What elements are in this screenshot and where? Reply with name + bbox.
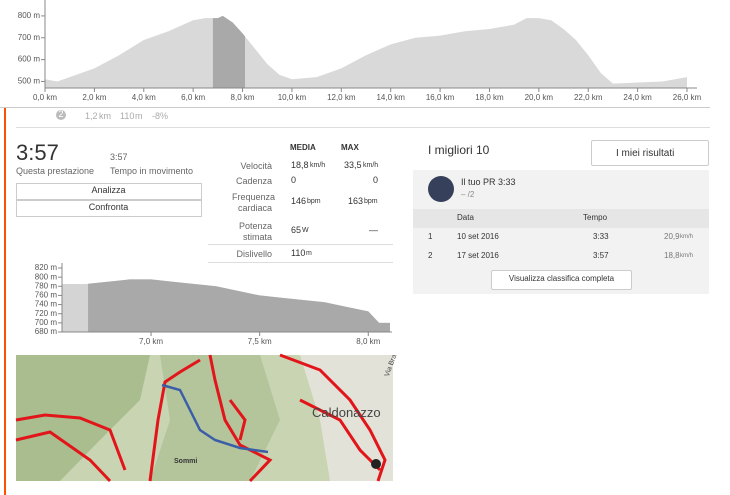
x-tick-label: 14,0 km (376, 93, 405, 102)
x-tick-label: 0,0 km (33, 93, 57, 102)
label: km/h (310, 162, 326, 169)
label: km/h (680, 253, 694, 259)
label: 0 (373, 175, 379, 185)
label: 1 (428, 232, 433, 241)
label: m (306, 250, 312, 257)
x-tick-label: 8,0 km (356, 337, 380, 346)
x-tick-label: 7,0 km (139, 337, 163, 346)
y-tick-label: 760 m (35, 291, 58, 300)
x-tick-label: 16,0 km (426, 93, 455, 102)
label: 1,2 (85, 111, 98, 121)
label: 33,5 (344, 160, 362, 170)
label: Frequenza cardiaca (232, 192, 276, 213)
x-tick-label: 6,0 km (181, 93, 205, 102)
label: W (302, 227, 309, 234)
label: Tempo (583, 213, 608, 222)
button-label: Visualizza classifica completa (508, 274, 615, 283)
label: MAX (341, 143, 359, 152)
label: -8% (152, 111, 169, 121)
button-label: Confronta (88, 202, 129, 212)
label: 65 (291, 225, 302, 235)
x-tick-label: 12,0 km (327, 93, 356, 102)
stats-divider (208, 244, 393, 245)
y-tick-label: 680 m (35, 327, 58, 336)
x-tick-label: 2,0 km (82, 93, 106, 102)
area (45, 15, 687, 89)
label: 18,8 (291, 160, 309, 170)
map-label: Sommi (174, 458, 198, 465)
label: 110 (291, 248, 306, 258)
label: 110 (120, 111, 135, 121)
x-tick-label: 4,0 km (132, 93, 156, 102)
label: 0 (291, 175, 297, 185)
label: 10 set 2016 (457, 232, 499, 241)
y-tick-label: 820 m (35, 263, 58, 272)
divider (16, 127, 710, 128)
y-tick-label: 780 m (35, 281, 58, 290)
label: – /2 (461, 190, 475, 199)
label: 3:57 (593, 251, 609, 260)
label: m (135, 111, 143, 121)
y-tick-label: 740 m (35, 300, 58, 309)
leaderboard-header (413, 209, 709, 228)
x-tick-label: 26,0 km (673, 93, 702, 102)
y-tick-label: 500 m (18, 77, 41, 86)
y-tick-label: 720 m (35, 309, 58, 318)
highlight (88, 279, 390, 332)
avatar (428, 176, 454, 202)
x-tick-label: 20,0 km (525, 93, 554, 102)
x-tick-label: 7,5 km (248, 337, 272, 346)
label: Il tuo PR 3:33 (461, 177, 516, 187)
stats-divider (208, 262, 393, 263)
x-tick-label: 8,0 km (231, 93, 255, 102)
label: 163 (348, 196, 364, 206)
label: Velocità (240, 161, 272, 171)
label: Questa prestazione (16, 166, 95, 176)
compare-button[interactable] (16, 200, 202, 217)
label: Cadenza (235, 176, 272, 186)
label: 2 (428, 251, 433, 260)
accent-bar (4, 108, 6, 495)
map-label: Caldonazzo (312, 405, 381, 420)
y-tick-label: 800 m (18, 11, 41, 20)
x-tick-label: 22,0 km (574, 93, 603, 102)
label: 17 set 2016 (457, 251, 499, 260)
label: — (369, 225, 378, 235)
x-tick-label: 18,0 km (475, 93, 504, 102)
divider (0, 107, 710, 108)
label: Potenza stimata (238, 221, 272, 242)
label: Tempo in movimento (110, 166, 194, 176)
label: 2 (56, 109, 66, 120)
label: bpm (364, 198, 378, 205)
analyze-button[interactable] (16, 183, 202, 200)
label: km (99, 111, 111, 121)
label: 3:57 (110, 152, 128, 162)
x-tick-label: 24,0 km (623, 93, 652, 102)
y-tick-label: 700 m (18, 33, 41, 42)
label: 3:57 (16, 140, 59, 165)
label: MEDIA (290, 143, 316, 152)
full-leaderboard-button[interactable] (491, 270, 632, 290)
button-label: I miei risultati (616, 148, 675, 159)
label: km/h (680, 234, 694, 240)
label: 20,9 (664, 232, 680, 241)
filter-button[interactable] (591, 140, 709, 166)
y-tick-label: 600 m (18, 55, 41, 64)
label: Data (457, 213, 474, 222)
label: 18,8 (664, 251, 680, 260)
button-label: Analizza (91, 185, 126, 195)
elevation-chart: 500 m 600 m 700 m 800 m 0,0 km 2,0 km 4,0 km 6,… (18, 0, 702, 102)
y-tick-label: 700 m (35, 318, 58, 327)
label: bpm (307, 198, 321, 205)
label: 146 (291, 196, 307, 206)
label: Dislivello (236, 249, 272, 259)
x-tick-label: 10,0 km (278, 93, 307, 102)
y-tick-label: 800 m (35, 272, 58, 281)
label: I migliori 10 (428, 143, 490, 157)
label: km/h (363, 162, 379, 169)
label: 3:33 (593, 232, 609, 241)
